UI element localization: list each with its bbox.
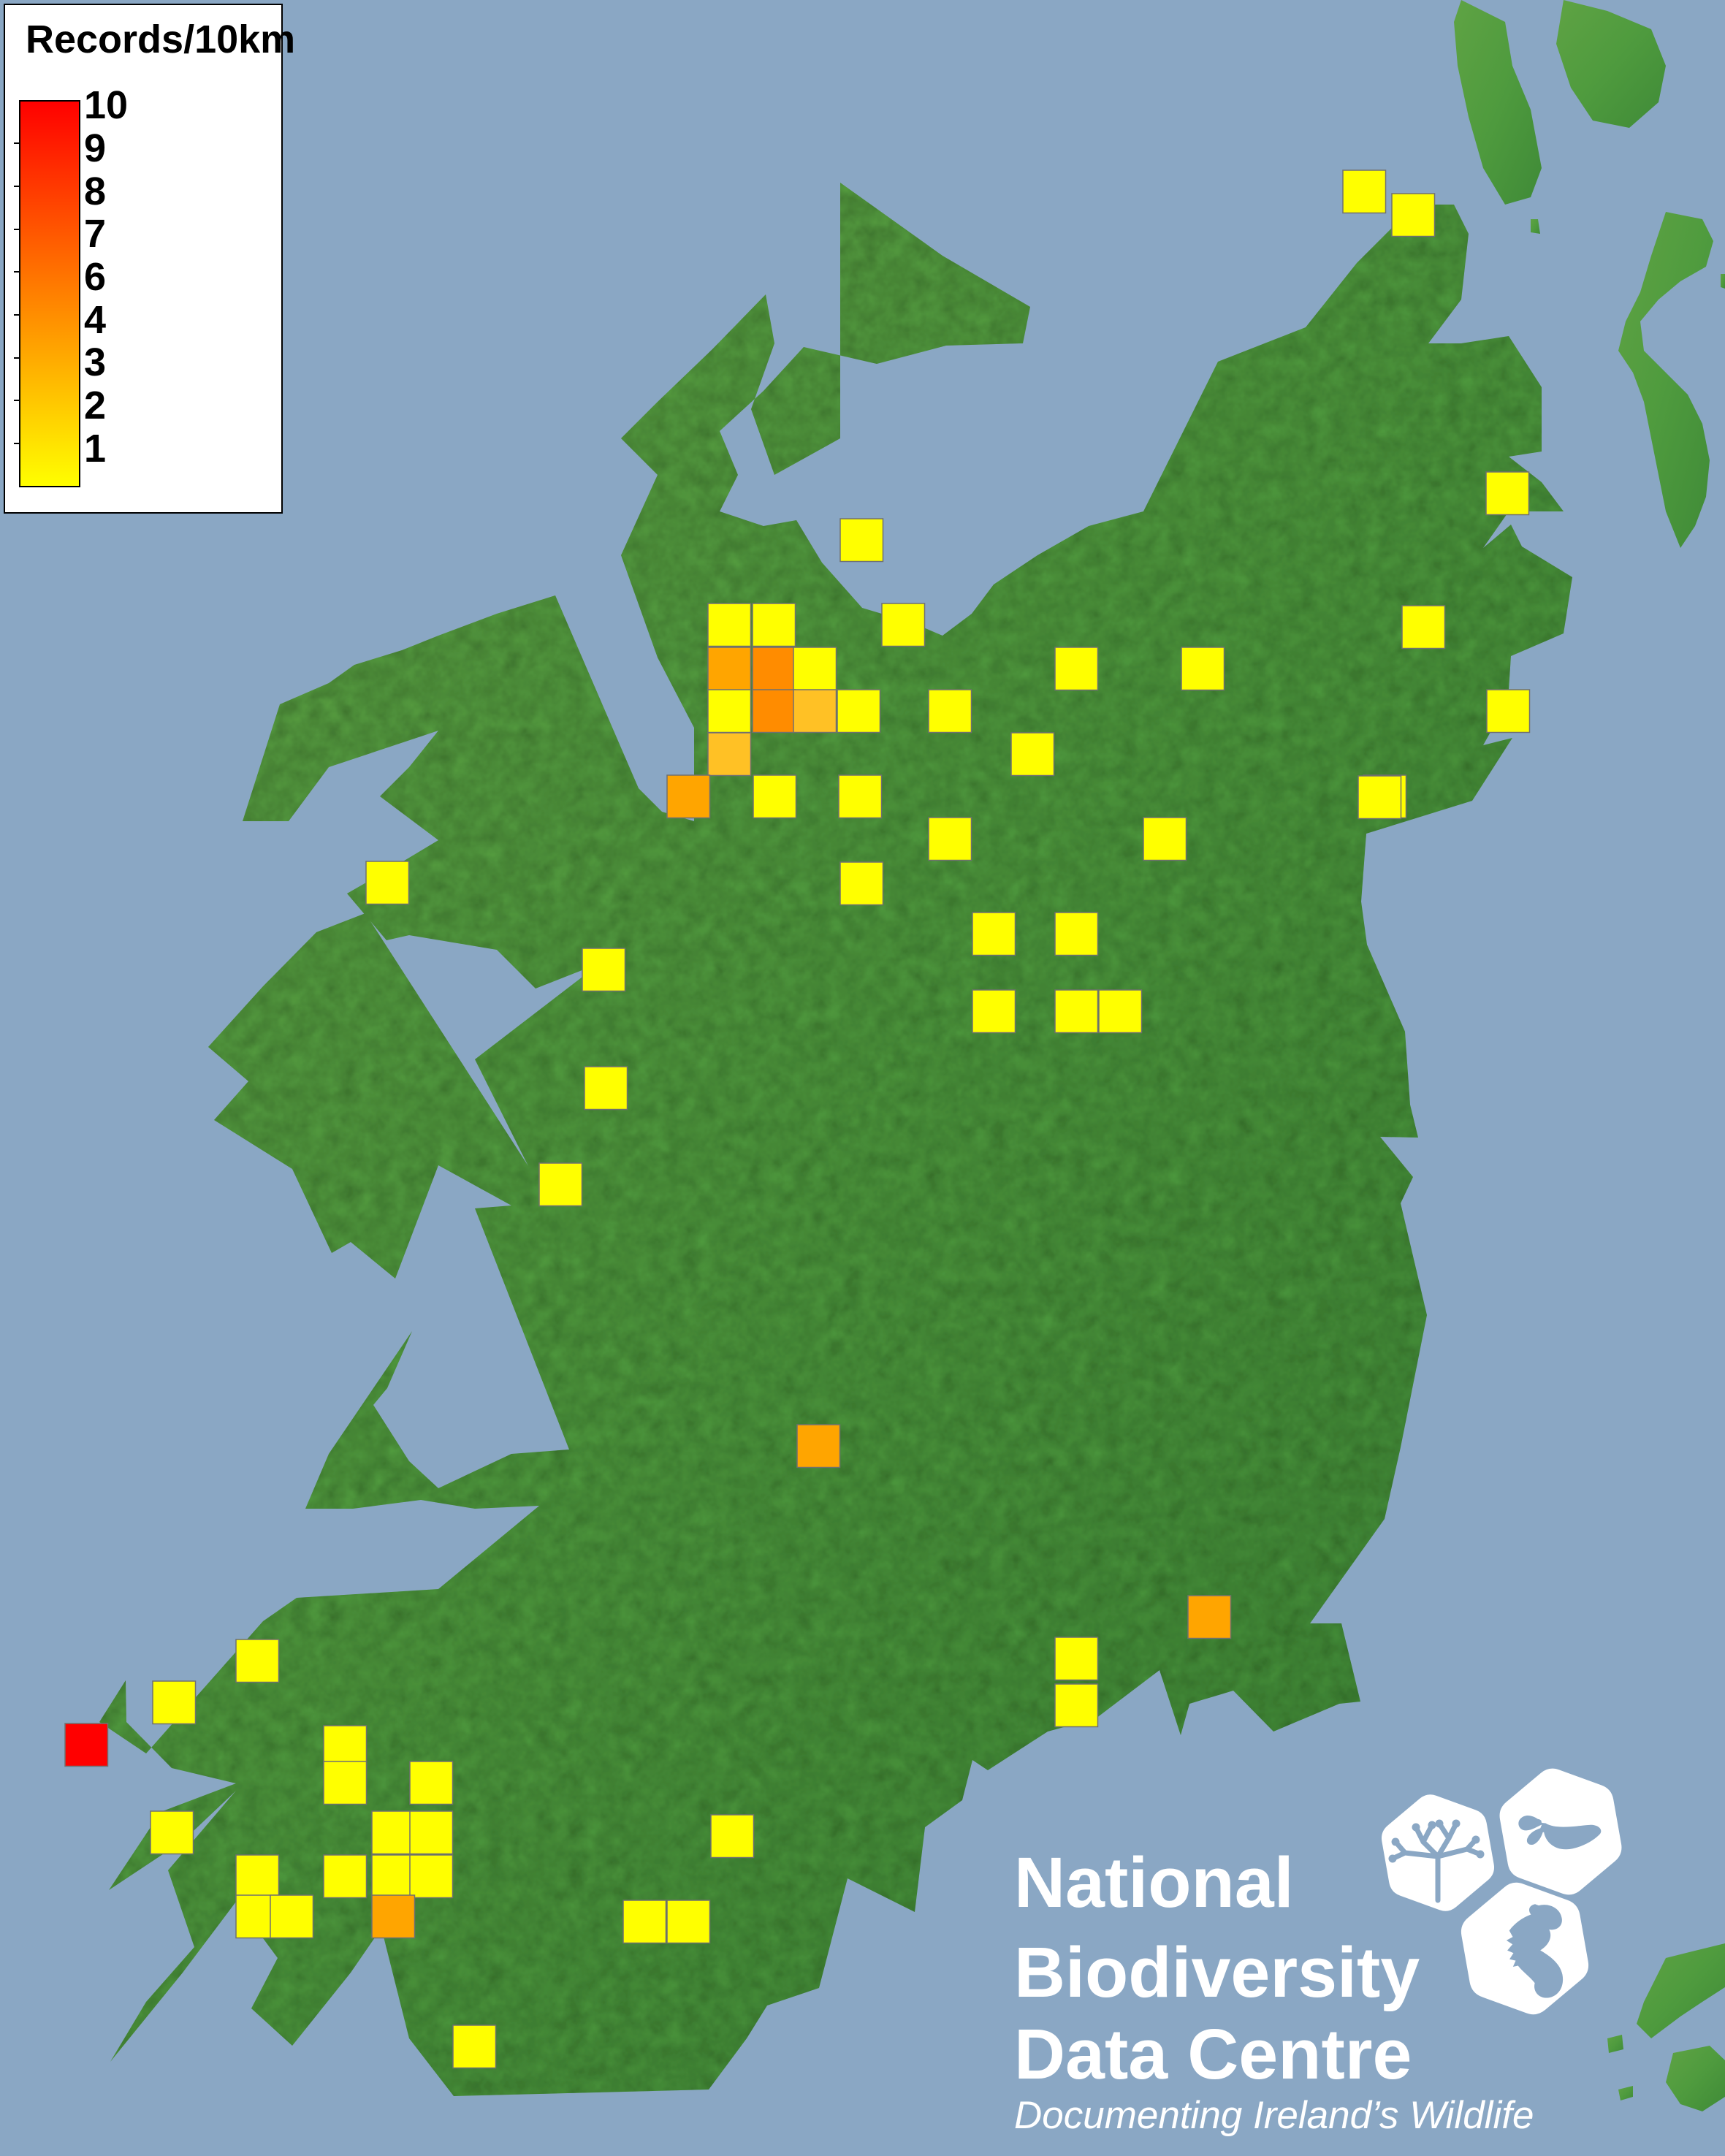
svg-text:Biodiversity: Biodiversity <box>1014 1932 1420 2012</box>
svg-text:Data Centre: Data Centre <box>1014 2014 1412 2094</box>
svg-text:National: National <box>1014 1843 1294 1922</box>
svg-text:Documenting Ireland’s Wildlife: Documenting Ireland’s Wildlife <box>1014 2094 1534 2137</box>
